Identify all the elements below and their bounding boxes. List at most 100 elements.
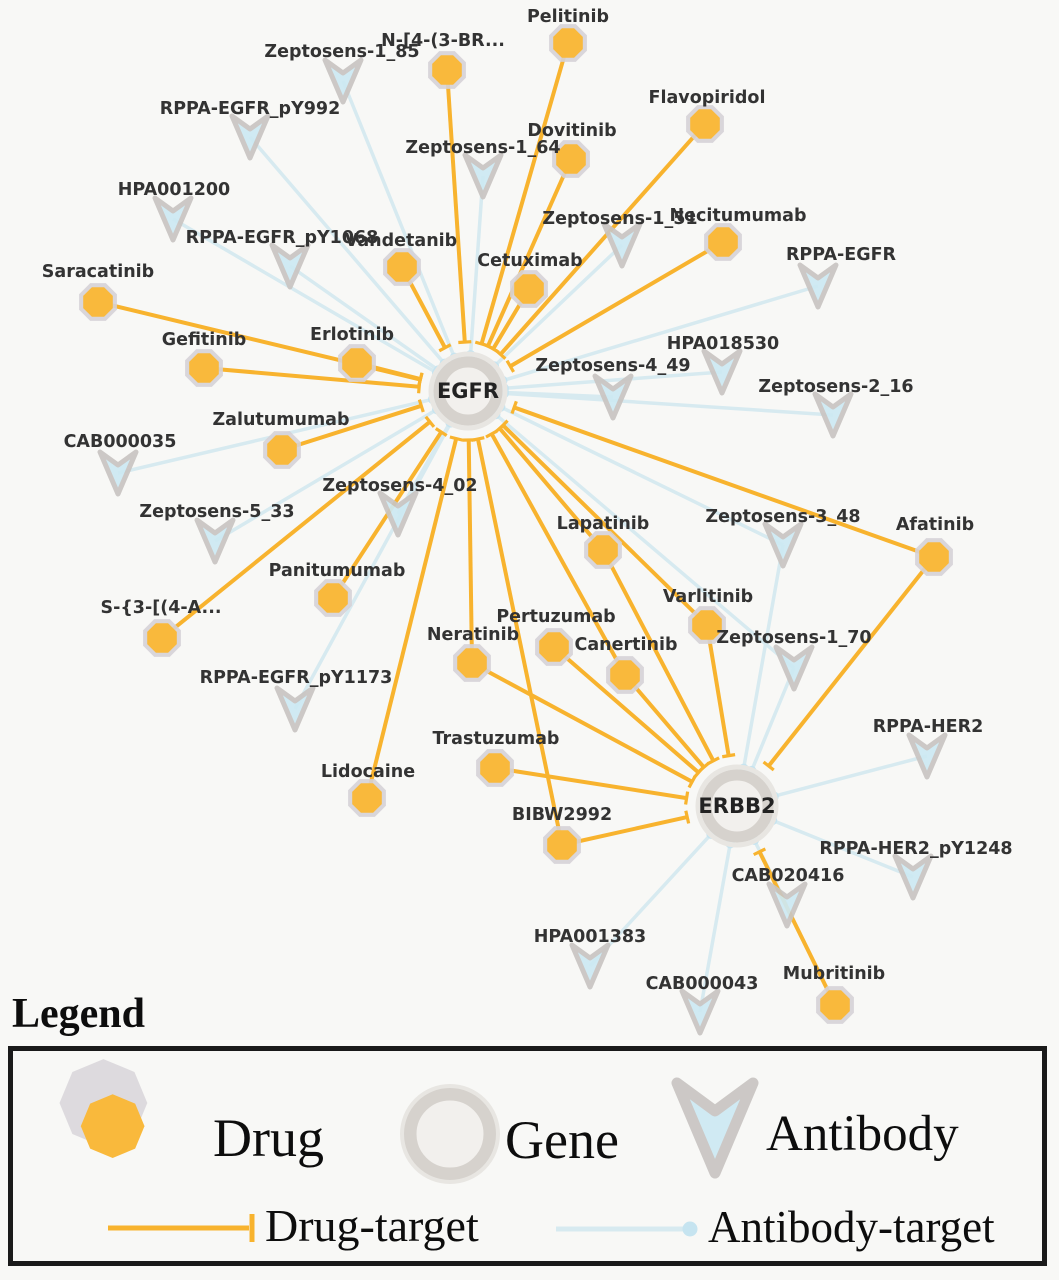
antibody-node-rppa-egfr-py992[interactable] [229,113,271,161]
antibody-label-zeptosens-1-70: Zeptosens-1_70 [716,628,871,648]
drug-label-trastuzumab: Trastuzumab [433,729,560,749]
drug-label-neratinib: Neratinib [427,625,519,645]
drug-label-pelitinib: Pelitinib [527,7,609,27]
antibody-node-rppa-her2-py1248[interactable] [892,853,934,901]
drug-node-dovitinib[interactable] [552,140,590,178]
antibody-label-rppa-her2-py1248: RPPA-HER2_pY1248 [819,839,1012,859]
gene-node-egfr[interactable] [428,351,508,431]
drug-node-trastuzumab[interactable] [476,749,514,787]
antibody-node-rppa-egfr-py1173[interactable] [274,685,316,733]
drug-label-saracatinib: Saracatinib [42,262,154,282]
antibody-label-hpa018530: HPA018530 [667,334,779,354]
drug-node-lidocaine[interactable] [348,779,386,817]
antibody-node-zeptosens-1-70[interactable] [773,644,815,692]
antibody-label-rppa-egfr: RPPA-EGFR [786,245,897,265]
drug-octagon-icon [59,1059,148,1158]
drug-node-pelitinib[interactable] [549,24,587,62]
antibody-label-zeptosens-1-85: Zeptosens-1_85 [264,42,419,62]
edge-canertinib-erbb2 [623,673,710,773]
drug-node-n-4-3-br[interactable] [428,51,466,89]
edge-canertinib-egfr [485,429,627,676]
antibody-node-zeptosens-4-49[interactable] [592,373,634,421]
antibody-label-rppa-egfr-py992: RPPA-EGFR_pY992 [160,99,341,119]
gene-circle-icon [400,1084,500,1184]
antibody-label-hpa001200: HPA001200 [118,180,230,200]
edge-n-4-3-br-egfr [445,69,472,345]
drug-node-canertinib[interactable] [606,656,644,694]
gene-label-egfr: EGFR [437,379,499,403]
antibody-node-rppa-her2[interactable] [906,732,948,780]
legend-label-antibody: Antibody [766,1106,959,1162]
antibody-node-hpa018530[interactable] [701,348,743,396]
antibody-label-zeptosens-1-64: Zeptosens-1_64 [405,138,560,158]
antibody-label-cab000043: CAB000043 [646,974,759,994]
antibody-label-zeptosens-3-48: Zeptosens-3_48 [705,507,860,527]
legend-box: Drug Gene Antibody Drug-target Antibody-… [8,1046,1047,1266]
antibody-label-zeptosens-5-33: Zeptosens-5_33 [139,502,294,522]
drug-label-dovitinib: Dovitinib [527,121,616,141]
antibody-node-zeptosens-1-51[interactable] [601,221,643,269]
antibody-node-rppa-egfr[interactable] [797,262,839,310]
antibody-node-zeptosens-5-33[interactable] [194,517,236,565]
edge-lidocaine-egfr [365,435,463,799]
antibody-node-zeptosens-1-85[interactable] [322,57,364,105]
drug-node-pertuzumab[interactable] [535,628,573,666]
legend-label-drug-target: Drug-target [265,1200,479,1251]
edge-varlitinib-erbb2 [705,624,736,759]
antibody-node-zeptosens-3-48[interactable] [762,521,804,569]
antibody-node-zeptosens-2-16[interactable] [812,391,854,439]
drug-node-necitumumab[interactable] [704,223,742,261]
drug-label-mubritinib: Mubritinib [783,964,885,984]
edge-necitumumab-egfr [505,240,725,373]
edge-trastuzumab-erbb2 [494,766,690,805]
antibody-label-hpa001383: HPA001383 [534,927,646,947]
drug-node-mubritinib[interactable] [816,986,854,1024]
drug-label-flavopiridol: Flavopiridol [649,88,766,108]
antibody-node-zeptosens-4-02[interactable] [377,490,419,538]
antibody-label-cab000035: CAB000035 [64,432,177,452]
antibody-label-cab020416: CAB020416 [732,866,845,886]
antibody-label-rppa-egfr-py1173: RPPA-EGFR_pY1173 [200,668,393,688]
edge-bibw2992-erbb2 [561,810,691,847]
drug-label-cetuximab: Cetuximab [477,251,582,271]
drug-node-afatinib[interactable] [915,538,953,576]
drug-node-neratinib[interactable] [453,644,491,682]
drug-node-lapatinib[interactable] [584,531,622,569]
edge-zalutumumab-egfr [281,399,425,452]
drug-node-varlitinib[interactable] [688,606,726,644]
antibody-node-rppa-egfr-py1068[interactable] [269,242,311,290]
drug-node-saracatinib[interactable] [79,283,117,321]
edge-afatinib-egfr [510,400,935,559]
antibody-chevron-icon [671,1077,759,1179]
drug-node-flavopiridol[interactable] [686,105,724,143]
drug-node-bibw2992[interactable] [543,826,581,864]
gene-node-erbb2[interactable] [695,764,779,848]
legend-title: Legend [12,991,146,1037]
node-labels: EGFR ERBB2 Pelitinib N-[4-(3-BR... Dovitinib… [42,7,1013,994]
drug-label-lapatinib: Lapatinib [557,514,650,534]
antibody-node-hpa001200[interactable] [152,195,194,243]
drug-node-zalutumumab[interactable] [263,431,301,469]
antibody-node-cab020416[interactable] [766,881,808,929]
drug-node-s-3-4-a[interactable] [143,619,181,657]
antibody-node-cab000035[interactable] [97,449,139,497]
edge-pertuzumab-erbb2 [552,645,704,779]
drug-node-panitumumab[interactable] [314,579,352,617]
drug-node-cetuximab[interactable] [510,270,548,308]
edge-varlitinib-egfr [497,419,709,627]
drug-label-bibw2992: BIBW2992 [512,805,612,825]
drug-label-vandetanib: Vandetanib [345,231,457,251]
drug-node-gefitinib[interactable] [185,349,223,387]
drug-label-necitumumab: Necitumumab [670,206,807,226]
antibody-node-cab000043[interactable] [679,988,721,1036]
edge-rppa-her2-erbb2 [768,754,928,802]
drug-node-erlotinib[interactable] [338,344,376,382]
drug-target-edge-sample [108,1214,255,1242]
drug-node-vandetanib[interactable] [383,248,421,286]
antibody-node-zeptosens-1-64[interactable] [462,152,504,200]
drug-label-canertinib: Canertinib [575,635,678,655]
antibody-node-hpa001383[interactable] [569,942,611,990]
edge-flavopiridol-egfr [494,122,707,360]
antibody-label-rppa-egfr-py1068: RPPA-EGFR_pY1068 [186,228,379,248]
